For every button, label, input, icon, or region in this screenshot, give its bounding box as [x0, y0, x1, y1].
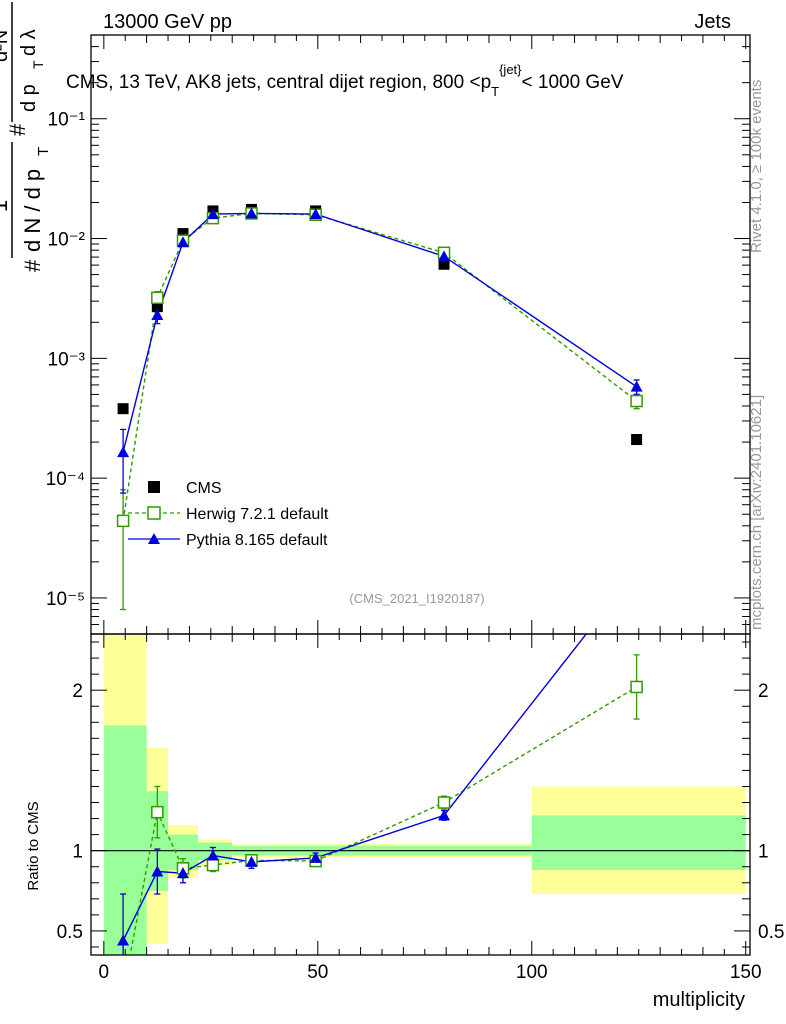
cms-point: [438, 258, 450, 270]
ratio-y-tick-label-right: 0.5: [758, 922, 784, 943]
pythia-line: [122, 212, 637, 453]
y-tick-label: 10⁻⁴: [46, 469, 85, 490]
pythia-ratio-point: [151, 865, 164, 877]
herwig-ratio-point: [437, 796, 451, 809]
svg-text:#: #: [20, 259, 45, 272]
svg-text:d λ: d λ: [18, 29, 40, 56]
ratio-series: [117, 564, 643, 997]
cms-point: [631, 434, 643, 446]
svg-text:d p: d p: [18, 84, 40, 112]
pythia-point: [151, 309, 164, 321]
svg-text:d²N: d²N: [0, 30, 12, 62]
legend: CMS Herwig 7.2.1 default Pythia 8.165 de…: [128, 480, 329, 549]
x-tick-label: 100: [516, 962, 548, 983]
pythia-point: [438, 250, 451, 262]
x-tick-label: 150: [730, 962, 762, 983]
pythia-ratio-point: [438, 809, 451, 821]
cms-point: [117, 403, 129, 415]
header-process: 13000 GeV pp: [103, 11, 232, 33]
pythia-point: [630, 380, 643, 392]
ratio-band-inner: [103, 725, 147, 955]
ratio-band-inner: [531, 815, 746, 870]
svg-text:T: T: [30, 60, 46, 69]
svg-text:1: 1: [0, 200, 12, 212]
rivet-label: Rivet 4.1.0, ≥ 100k events: [748, 80, 765, 253]
svg-text:T: T: [35, 147, 52, 156]
herwig-ratio-point: [118, 986, 129, 997]
pythia-ratio-line: [122, 634, 588, 941]
svg-text:#: #: [5, 123, 30, 136]
herwig-point: [151, 291, 164, 305]
main-y-label: # d N / d p T 1 # d²N d p T d λ: [0, 2, 52, 272]
y-tick-label: 10⁻⁵: [46, 589, 85, 610]
analysis-tag: (CMS_2021_I1920187): [349, 591, 484, 606]
ratio-y-tick-label-right: 1: [758, 842, 769, 863]
x-tick-label: 50: [307, 962, 328, 983]
legend-cms-label: CMS: [186, 480, 222, 497]
y-tick-label: 10⁻¹: [48, 110, 86, 131]
cms-point: [151, 301, 163, 313]
x-tick-label: 0: [99, 962, 110, 983]
herwig-ratio-point: [151, 805, 164, 819]
pythia-point: [117, 446, 130, 458]
herwig-ratio-point: [206, 858, 220, 872]
legend-pythia-label: Pythia 8.165 default: [186, 532, 328, 549]
main-series: [116, 203, 643, 611]
herwig-line: [122, 212, 638, 521]
pythia-ratio-point: [631, 564, 643, 575]
pythia-ratio-point: [245, 855, 258, 867]
herwig-point: [630, 394, 643, 408]
pythia-ratio-point: [117, 934, 130, 946]
y-tick-label: 10⁻²: [48, 230, 86, 251]
svg-text:d N / d p: d N / d p: [20, 169, 45, 252]
ratio-y-tick-label-right: 2: [758, 681, 769, 702]
ratio-y-tick-label: 2: [72, 681, 83, 702]
cms-point: [177, 228, 189, 240]
pythia-ratio-point: [206, 849, 219, 861]
plot-title: CMS, 13 TeV, AK8 jets, central dijet reg…: [66, 62, 624, 99]
pythia-ratio-point: [177, 867, 190, 879]
ratio-frame: [90, 633, 751, 956]
ratio-y-tick-label: 1: [72, 842, 83, 863]
pythia-ratio-point: [309, 851, 322, 863]
ratio-y-label: Ratio to CMS: [25, 801, 42, 890]
pythia-point: [206, 208, 219, 220]
legend-herwig-label: Herwig 7.2.1 default: [186, 506, 329, 523]
legend-pythia-marker: [148, 533, 160, 544]
herwig-ratio-line: [129, 686, 637, 955]
x-axis-label: multiplicity: [653, 989, 745, 1011]
mcplots-label: mcplots.cern.ch [arXiv:2401.10621]: [748, 395, 765, 630]
ratio-y-tick-label: 0.5: [57, 922, 83, 943]
herwig-ratio-point: [630, 680, 643, 694]
pythia-point: [177, 236, 190, 248]
ratio-bands: [103, 634, 746, 955]
legend-cms-marker: [148, 481, 160, 493]
pythia-point: [309, 208, 322, 220]
legend-herwig-marker: [147, 506, 161, 520]
pythia-point: [245, 207, 258, 219]
herwig-point: [116, 514, 130, 528]
y-tick-label: 10⁻³: [48, 349, 86, 370]
ratio-band-inner: [197, 842, 233, 861]
header-category: Jets: [694, 11, 731, 33]
